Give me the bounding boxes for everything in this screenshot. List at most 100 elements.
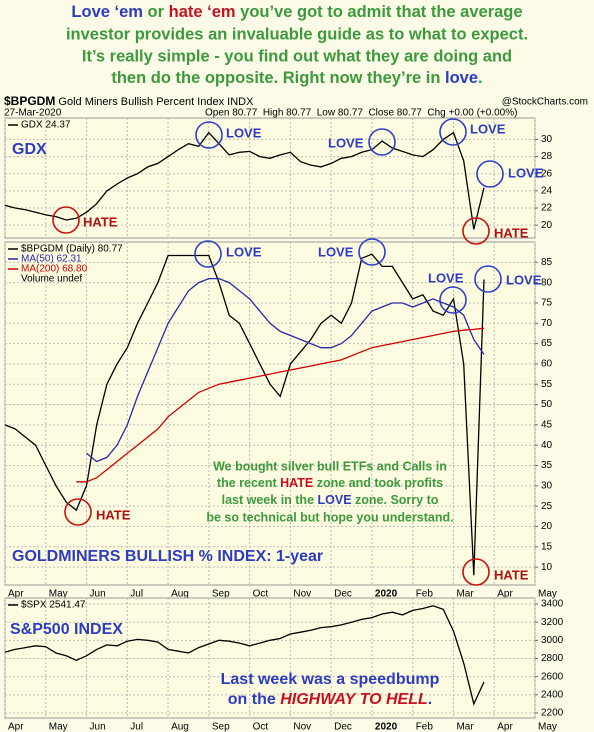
- note-line: the recent HATE zone and took profits: [217, 476, 443, 490]
- text: Love ‘em: [71, 3, 143, 21]
- circle: [474, 265, 502, 293]
- y-tick-label: 50: [541, 399, 553, 410]
- panel: 20 22 24 26 28 30 GDX 24.37: [4, 117, 553, 239]
- legend-label: MA(50) 62.31: [21, 254, 82, 265]
- x-tick-label: Nov: [293, 722, 311, 732]
- info-symbol: $BPGDM Gold Miners Bullish Percent Index…: [4, 94, 254, 108]
- header-line: It’s really simple - you find out what t…: [82, 47, 512, 65]
- y-tick-label: 80: [541, 277, 553, 288]
- legend-label: MA(200) 68.80: [21, 264, 88, 275]
- x-tick-label: 2020: [375, 722, 398, 732]
- text: .: [478, 69, 483, 87]
- series-line: [4, 253, 485, 576]
- y-tick-label: 22: [541, 203, 553, 214]
- panel: Apr May Jun Jul Aug Sep Oct Nov Dec 2020 Feb Mar Apr…: [4, 597, 564, 732]
- y-tick-label: 55: [541, 379, 553, 390]
- y-tick-label: 20: [541, 220, 553, 231]
- y-tick-label: 35: [541, 460, 553, 471]
- text: LOVE: [318, 493, 352, 507]
- text: last week in the: [222, 493, 318, 507]
- label: LOVE: [508, 165, 544, 180]
- x-tick-label: Dec: [334, 589, 352, 600]
- legend-label: GDX 24.37: [21, 120, 71, 131]
- panel: Apr May Jun Jul Aug Sep Oct Nov Dec 2020 Feb Mar Apr…: [4, 241, 557, 600]
- y-tick-label: 3400: [541, 599, 564, 610]
- text: HATE: [280, 476, 313, 490]
- text: hate ‘em: [169, 3, 236, 21]
- legend-label: Volume undef: [21, 274, 82, 285]
- circle: [439, 118, 467, 146]
- text: then do the opposite. Right now they’re …: [111, 69, 445, 87]
- label: LOVE: [328, 135, 364, 150]
- x-tick-label: Aug: [171, 722, 189, 732]
- panel-label: GOLDMINERS BULLISH % INDEX: 1-year: [12, 548, 323, 565]
- label: HATE: [96, 507, 131, 522]
- note-line: on the HIGHWAY TO HELL.: [228, 691, 432, 708]
- x-tick-label: Jun: [90, 722, 106, 732]
- y-tick-label: 65: [541, 338, 553, 349]
- x-tick-label: Mar: [456, 589, 474, 600]
- y-tick-label: 85: [541, 257, 553, 268]
- label: LOVE: [226, 125, 262, 140]
- label: HATE: [494, 225, 529, 240]
- y-tick-label: 70: [541, 318, 553, 329]
- circle: [462, 217, 490, 245]
- y-tick-label: 3000: [541, 635, 564, 646]
- series-line: [76, 327, 485, 483]
- circle: [439, 286, 467, 314]
- legend-label: $SPX 2541.47: [21, 600, 86, 611]
- x-tick-label: Sep: [212, 589, 230, 600]
- text: Gold Miners Bullish Percent Index INDX: [58, 96, 254, 108]
- circle: [194, 240, 222, 268]
- y-tick-label: 3200: [541, 617, 564, 628]
- y-tick-label: 15: [541, 541, 553, 552]
- circle: [368, 128, 396, 156]
- x-tick-label: Nov: [293, 589, 311, 600]
- circle: [462, 558, 490, 586]
- y-tick-label: 60: [541, 359, 553, 370]
- note-line: We bought silver bull ETFs and Calls in: [213, 459, 447, 473]
- x-tick-label: May: [49, 589, 68, 600]
- header-line: investor provides an invaluable guide as…: [66, 25, 528, 43]
- y-tick-label: 20: [541, 521, 553, 532]
- y-tick-label: 25: [541, 501, 553, 512]
- y-tick-label: 2400: [541, 689, 564, 700]
- x-tick-label: Feb: [416, 589, 434, 600]
- plot-area: [4, 241, 536, 586]
- text: $BPGDM: [4, 94, 55, 108]
- text: zone and took profits: [313, 476, 443, 490]
- circle: [358, 238, 386, 266]
- y-tick-label: 28: [541, 151, 553, 162]
- y-tick-label: 24: [541, 185, 553, 196]
- header-line: Love ‘em or hate ‘em you’ve got to admit…: [71, 3, 522, 21]
- text: love: [445, 69, 478, 87]
- x-tick-label: Jul: [130, 589, 143, 600]
- x-tick-label: Apr: [8, 589, 24, 600]
- x-tick-label: Jun: [90, 589, 106, 600]
- note-line: Last week was a speedbump: [221, 671, 440, 688]
- text: .: [428, 691, 432, 708]
- annotations: GDX LOVE LOVE LOVE LOVE HATE HATE GOLDMI…: [10, 118, 544, 708]
- info-quote: Open 80.77 High 80.77 Low 80.77 Close 80…: [205, 108, 517, 119]
- y-tick-label: 30: [541, 480, 553, 491]
- x-tick-label: Oct: [253, 722, 269, 732]
- y-tick-label: 75: [541, 298, 553, 309]
- y-tick-label: 2600: [541, 671, 564, 682]
- label: LOVE: [428, 270, 464, 285]
- header-line: then do the opposite. Right now they’re …: [111, 69, 482, 87]
- note-line: last week in the LOVE zone. Sorry to: [222, 493, 439, 507]
- series-line: [4, 605, 485, 706]
- y-tick-label: 40: [541, 440, 553, 451]
- label: LOVE: [318, 244, 354, 259]
- y-tick-label: 26: [541, 168, 553, 179]
- y-tick-label: 45: [541, 420, 553, 431]
- x-tick-label: Apr: [497, 722, 513, 732]
- text: zone. Sorry to: [352, 493, 439, 507]
- x-tick-label: Oct: [253, 589, 269, 600]
- x-tick-label: May: [49, 722, 68, 732]
- circle: [195, 121, 223, 149]
- y-tick-label: 2200: [541, 708, 564, 719]
- info-source: @StockCharts.com: [502, 97, 588, 108]
- text: the recent: [217, 476, 280, 490]
